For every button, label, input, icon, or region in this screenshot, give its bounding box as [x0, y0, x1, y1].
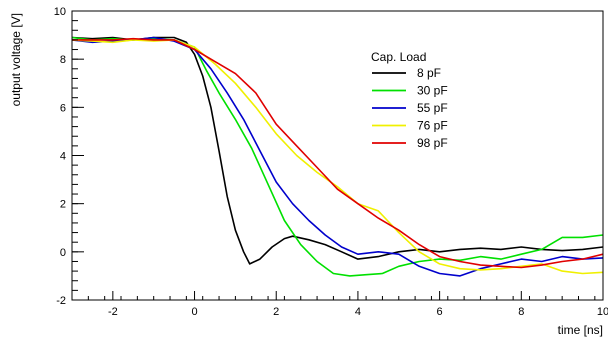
series-line-3: [71, 39, 604, 275]
y-tick-label: 2: [60, 199, 66, 211]
y-tick-label: 0: [60, 247, 66, 259]
legend-title: Cap. Load: [371, 50, 426, 64]
x-tick-label: 2: [273, 306, 279, 318]
y-tick-label: 10: [54, 6, 66, 18]
series-line-0: [71, 36, 604, 265]
legend-entry-label: 98 pF: [417, 136, 448, 150]
series-line-1: [71, 36, 604, 277]
legend: Cap. Load 8 pF 30 pF 55 pF 76 pF 98 pF: [371, 50, 448, 150]
x-axis-label: time [ns]: [558, 323, 603, 337]
y-tick-label: -2: [56, 295, 66, 307]
y-tick-label: 4: [60, 151, 66, 163]
legend-entry-label: 30 pF: [417, 84, 448, 98]
x-tick-label: 0: [191, 306, 197, 318]
x-tick-label: 10: [597, 306, 608, 318]
plot-series-group: [71, 36, 604, 277]
series-line-2: [71, 36, 604, 277]
x-tick-label: 6: [437, 306, 443, 318]
series-line-4: [72, 37, 604, 269]
y-tick-label: 6: [60, 102, 66, 114]
y-axis-label: output voltage [V]: [9, 13, 23, 106]
axes-group: -2 0 2 4 6 8 10 -2 0 2 4 6 8 10: [54, 6, 608, 318]
legend-entry-label: 8 pF: [417, 66, 441, 80]
plot-frame: [71, 10, 604, 301]
x-tick-label: 8: [518, 306, 524, 318]
legend-entry-label: 76 pF: [417, 119, 448, 133]
x-tick-label: 4: [355, 306, 361, 318]
x-tick-label: -2: [108, 306, 118, 318]
y-tick-label: 8: [60, 54, 66, 66]
legend-entry-label: 55 pF: [417, 101, 448, 115]
